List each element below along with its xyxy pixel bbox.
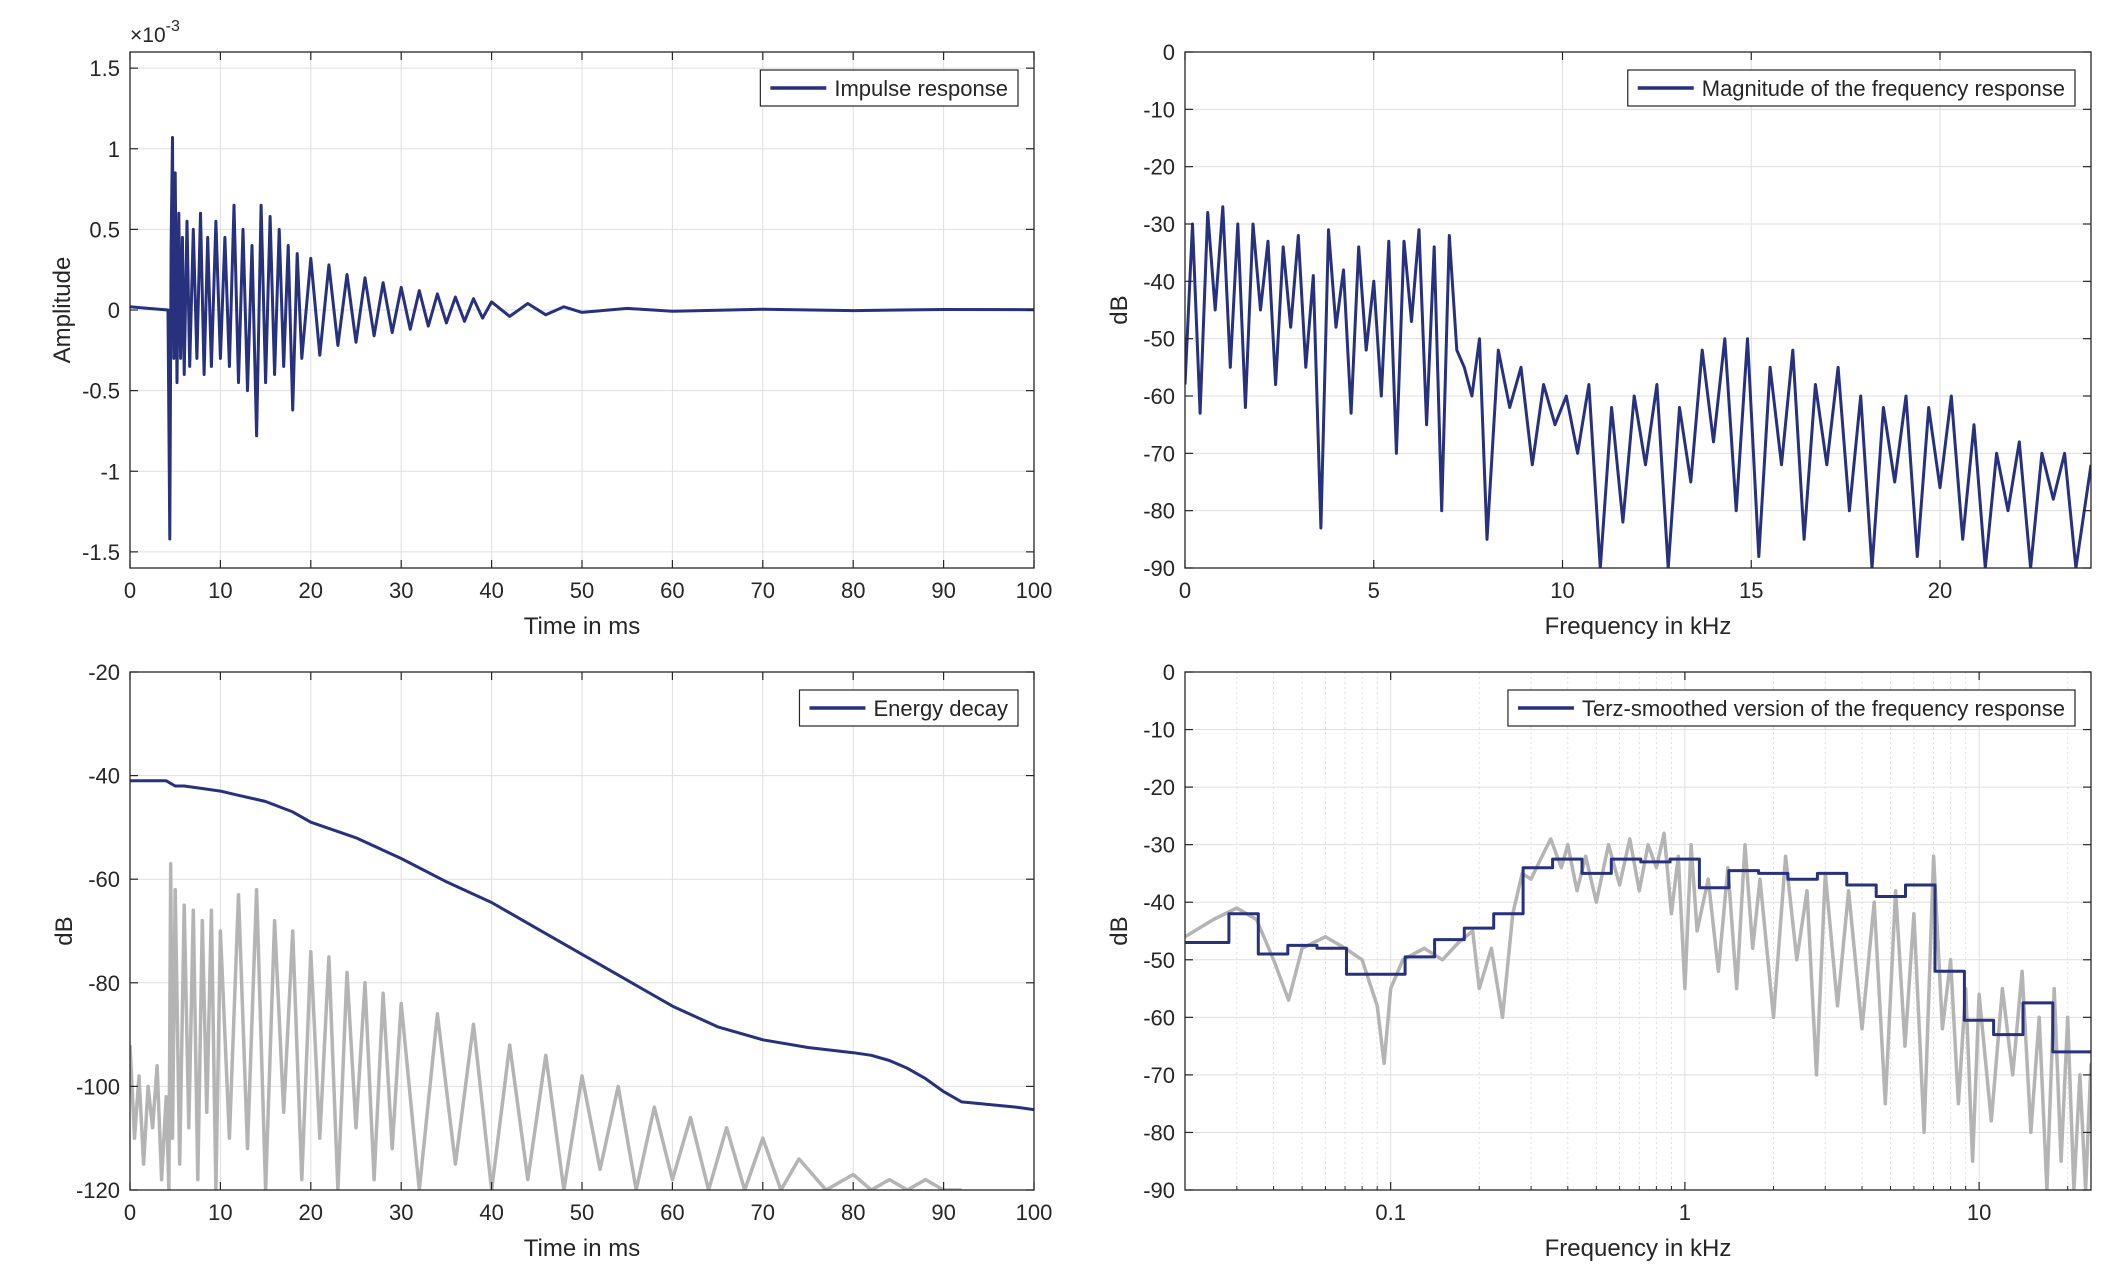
plot-area <box>1185 672 2091 1190</box>
x-tick-label: 50 <box>570 1200 594 1225</box>
legend-label: Terz-smoothed version of the frequency r… <box>1582 696 2065 721</box>
x-tick-label: 40 <box>479 578 503 603</box>
y-axis-label: dB <box>1106 295 1133 324</box>
legend-box <box>1627 69 2076 107</box>
y-exponent-label: ×10-3 <box>130 18 180 47</box>
y-tick-label: -40 <box>88 764 120 789</box>
x-tick-label: 70 <box>751 578 775 603</box>
y-tick-label: -80 <box>1143 1120 1175 1145</box>
y-tick-label: -30 <box>1143 212 1175 237</box>
y-tick-label: -90 <box>1143 556 1175 581</box>
y-tick-label: -60 <box>88 867 120 892</box>
y-tick-label: -20 <box>88 660 120 685</box>
series-line-0 <box>1185 205 2091 568</box>
x-tick-label: 10 <box>208 1200 232 1225</box>
y-tick-label: -1.5 <box>82 540 120 565</box>
series-line-1 <box>130 779 1034 1112</box>
y-tick-label: 1.5 <box>89 56 120 81</box>
x-tick-label: 10 <box>1550 578 1574 603</box>
y-exponent-power: -3 <box>166 18 180 35</box>
panel-terz-smoothed: 0.1 1 10 0 -10 -20 -30 -40 -50 -60 -70 -80 -90 Freque… <box>1106 660 2092 1262</box>
x-tick-label: 60 <box>660 1200 684 1225</box>
x-tick-label: 80 <box>841 1200 865 1225</box>
y-tick-label: -40 <box>1143 269 1175 294</box>
axes-box <box>1184 671 2092 1191</box>
legend-box <box>1507 689 2076 727</box>
legend-label: Impulse response <box>834 76 1008 101</box>
y-axis-label: Amplitude <box>49 257 76 364</box>
y-tick-label: -70 <box>1143 441 1175 466</box>
x-tick-label: 10 <box>208 578 232 603</box>
series-line-0 <box>130 136 1034 541</box>
x-tick-label: 0.1 <box>1375 1200 1406 1225</box>
y-tick-label: -20 <box>1143 155 1175 180</box>
x-axis-label: Time in ms <box>524 613 640 640</box>
panel-frequency-magnitude: 0 5 10 15 20 0 -10 -20 -30 -40 -50 -60 -70 -80 -90 Freq… <box>1106 40 2092 640</box>
x-axis-label: Frequency in kHz <box>1545 1235 1732 1262</box>
y-tick-label: -70 <box>1143 1063 1175 1088</box>
y-tick-label: -0.5 <box>82 379 120 404</box>
y-tick-label: -10 <box>1143 97 1175 122</box>
y-tick-label: -90 <box>1143 1178 1175 1203</box>
x-tick-label: 100 <box>1016 1200 1053 1225</box>
x-tick-label: 60 <box>660 578 684 603</box>
panel-energy-decay: 0 10 20 30 40 50 60 70 80 90 100 -20 -40 -60 -80 -100 -1… <box>51 660 1052 1262</box>
y-tick-label: -10 <box>1143 718 1175 743</box>
y-tick-label: -50 <box>1143 327 1175 352</box>
legend-label: Magnitude of the frequency response <box>1702 76 2065 101</box>
x-tick-label: 20 <box>1928 578 1952 603</box>
x-tick-label: 30 <box>389 578 413 603</box>
x-tick-label: 5 <box>1368 578 1380 603</box>
y-tick-label: -60 <box>1143 384 1175 409</box>
series-line-1 <box>1185 857 2091 1054</box>
y-tick-label: -80 <box>88 971 120 996</box>
x-axis-label: Time in ms <box>524 1235 640 1262</box>
y-tick-label: -80 <box>1143 499 1175 524</box>
y-tick-label: -1 <box>100 459 120 484</box>
y-tick-label: 0 <box>1163 40 1175 65</box>
series-line-0 <box>130 861 962 1190</box>
y-axis-label: dB <box>1106 916 1133 945</box>
y-tick-label: -40 <box>1143 890 1175 915</box>
x-tick-label: 50 <box>570 578 594 603</box>
y-tick-label: 0 <box>108 298 120 323</box>
y-tick-label: 1 <box>108 137 120 162</box>
x-tick-label: 30 <box>389 1200 413 1225</box>
legend-label: Energy decay <box>873 696 1008 721</box>
x-tick-label: 0 <box>124 1200 136 1225</box>
y-tick-label: -50 <box>1143 948 1175 973</box>
x-tick-label: 0 <box>124 578 136 603</box>
y-tick-label: -120 <box>76 1178 120 1203</box>
series-line-0 <box>1185 831 2091 1190</box>
y-tick-label: 0.5 <box>89 217 120 242</box>
x-tick-label: 70 <box>751 1200 775 1225</box>
y-tick-label: 0 <box>1163 660 1175 685</box>
axes-box <box>1184 51 2092 569</box>
x-axis-label: Frequency in kHz <box>1545 613 1732 640</box>
x-tick-label: 80 <box>841 578 865 603</box>
x-tick-label: 20 <box>299 578 323 603</box>
x-tick-label: 90 <box>931 1200 955 1225</box>
x-tick-label: 1 <box>1679 1200 1691 1225</box>
x-tick-label: 20 <box>299 1200 323 1225</box>
x-tick-label: 100 <box>1016 578 1053 603</box>
y-tick-label: -30 <box>1143 833 1175 858</box>
y-tick-label: -60 <box>1143 1005 1175 1030</box>
x-tick-label: 90 <box>931 578 955 603</box>
x-tick-label: 10 <box>1967 1200 1991 1225</box>
x-tick-label: 0 <box>1179 578 1191 603</box>
x-tick-label: 40 <box>479 1200 503 1225</box>
y-tick-label: -20 <box>1143 775 1175 800</box>
x-tick-label: 15 <box>1739 578 1763 603</box>
y-tick-label: -100 <box>76 1074 120 1099</box>
panel-impulse-response: 0 10 20 30 40 50 60 70 80 90 100 -1.5 -1 -0.5 0 0.5 1 1.5… <box>49 18 1052 640</box>
y-axis-label: dB <box>51 916 78 945</box>
